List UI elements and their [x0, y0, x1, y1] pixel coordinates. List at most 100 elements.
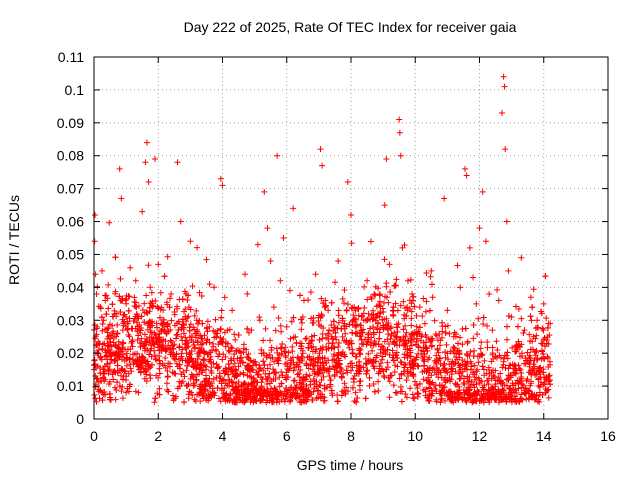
- data-point: [127, 264, 134, 271]
- data-point: [421, 367, 428, 374]
- data-point: [104, 329, 111, 336]
- data-point: [408, 315, 415, 322]
- data-point: [283, 369, 290, 376]
- data-point: [282, 348, 289, 355]
- data-point: [295, 370, 302, 377]
- data-point: [410, 360, 417, 367]
- data-point: [325, 345, 332, 352]
- data-point: [358, 313, 365, 320]
- data-point: [327, 377, 334, 384]
- data-point: [469, 399, 476, 406]
- data-point: [540, 354, 547, 361]
- data-point: [296, 292, 303, 299]
- data-point: [127, 381, 134, 388]
- data-point: [446, 330, 453, 337]
- data-point: [393, 333, 400, 340]
- data-point: [151, 399, 158, 406]
- data-point: [508, 394, 515, 401]
- data-point: [457, 284, 464, 291]
- data-point: [452, 368, 459, 375]
- data-point: [433, 360, 440, 367]
- data-point: [272, 327, 279, 334]
- data-point: [393, 276, 400, 283]
- data-point: [258, 374, 265, 381]
- data-point: [180, 330, 187, 337]
- data-point: [173, 335, 180, 342]
- data-point: [537, 364, 544, 371]
- data-point: [484, 344, 491, 351]
- data-point: [174, 159, 181, 166]
- data-point: [329, 392, 336, 399]
- data-point: [293, 382, 300, 389]
- data-point: [492, 386, 499, 393]
- data-point: [392, 282, 399, 289]
- data-point: [502, 146, 509, 153]
- data-point: [410, 357, 417, 364]
- data-point: [233, 348, 240, 355]
- data-point: [213, 374, 220, 381]
- data-point: [450, 333, 457, 340]
- data-point: [545, 378, 552, 385]
- data-point: [278, 328, 285, 335]
- data-point: [112, 254, 119, 261]
- data-point: [341, 337, 348, 344]
- data-point: [409, 371, 416, 378]
- data-point: [522, 385, 529, 392]
- data-point: [501, 355, 508, 362]
- data-point: [152, 156, 159, 163]
- data-point: [316, 336, 323, 343]
- data-point: [363, 370, 370, 377]
- data-point: [233, 380, 240, 387]
- data-point: [98, 314, 105, 321]
- data-point: [508, 389, 515, 396]
- x-tick-label: 14: [536, 428, 552, 444]
- data-point: [147, 284, 154, 291]
- data-point: [151, 352, 158, 359]
- data-point: [233, 399, 240, 406]
- data-point: [94, 375, 101, 382]
- data-point: [210, 376, 217, 383]
- data-point: [424, 347, 431, 354]
- data-point: [280, 235, 287, 241]
- data-point: [368, 295, 375, 302]
- data-point: [361, 304, 368, 311]
- data-point: [489, 327, 496, 334]
- data-point: [167, 295, 174, 302]
- data-point: [294, 354, 301, 361]
- data-point: [399, 244, 406, 251]
- data-point: [194, 339, 201, 346]
- data-point: [204, 328, 211, 335]
- data-point: [346, 344, 353, 351]
- data-point: [404, 352, 411, 359]
- data-point: [526, 354, 533, 361]
- data-point: [170, 392, 177, 399]
- data-point: [508, 313, 515, 320]
- data-point: [206, 323, 213, 330]
- data-point: [341, 300, 348, 307]
- data-point: [541, 380, 548, 387]
- data-point: [263, 354, 270, 361]
- data-point: [515, 343, 522, 350]
- data-point: [240, 349, 247, 356]
- data-point: [368, 312, 375, 319]
- data-point: [206, 392, 213, 399]
- data-point: [168, 338, 175, 345]
- data-point: [330, 353, 337, 360]
- data-point: [331, 373, 338, 380]
- data-point: [390, 357, 397, 364]
- data-point: [190, 382, 197, 389]
- data-point: [278, 369, 285, 376]
- data-point: [394, 307, 401, 314]
- data-point: [328, 322, 335, 329]
- data-point: [109, 301, 116, 308]
- data-point: [480, 314, 487, 321]
- data-point: [108, 356, 115, 363]
- data-point: [244, 362, 251, 369]
- data-point: [212, 316, 219, 323]
- data-point: [315, 394, 322, 401]
- data-point: [365, 350, 372, 357]
- data-point: [486, 290, 493, 297]
- data-point: [431, 317, 438, 324]
- data-point: [249, 367, 256, 374]
- data-point: [545, 373, 552, 380]
